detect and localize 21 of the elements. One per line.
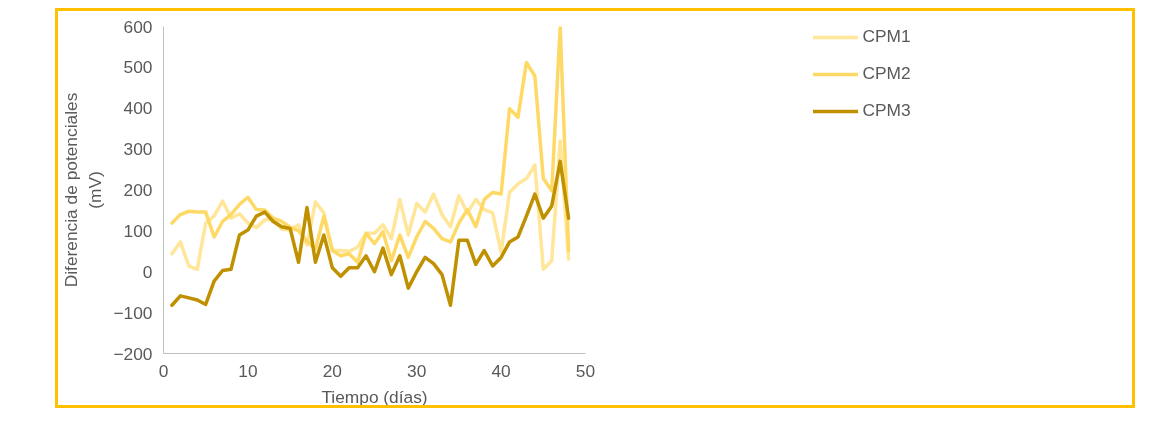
x-tick-label: 50 — [575, 360, 596, 381]
y-tick-label: 600 — [123, 16, 153, 37]
x-tick-label: 40 — [491, 360, 511, 381]
x-tick-label: 10 — [238, 360, 258, 381]
x-tick-label: 0 — [158, 360, 169, 381]
y-axis-title: Diferencia de potenciales (mV) — [61, 92, 106, 288]
x-tick-label: 30 — [407, 360, 427, 381]
y-tick-label: 300 — [123, 139, 153, 160]
y-tick-label: 100 — [123, 220, 153, 241]
y-tick-label: 500 — [123, 57, 153, 78]
legend-label: CPM1 — [862, 26, 911, 47]
y-tick-label: 0 — [142, 261, 153, 282]
line-series — [170, 159, 571, 308]
line-series — [170, 26, 571, 265]
legend-label: CPM3 — [862, 100, 911, 121]
y-tick-label: −100 — [113, 302, 153, 323]
y-tick-label: 400 — [123, 98, 153, 119]
y-tick-label: 200 — [123, 180, 153, 200]
x-tick-label: 20 — [322, 360, 342, 381]
y-tick-label: −200 — [113, 343, 153, 364]
legend-label: CPM2 — [862, 63, 911, 84]
